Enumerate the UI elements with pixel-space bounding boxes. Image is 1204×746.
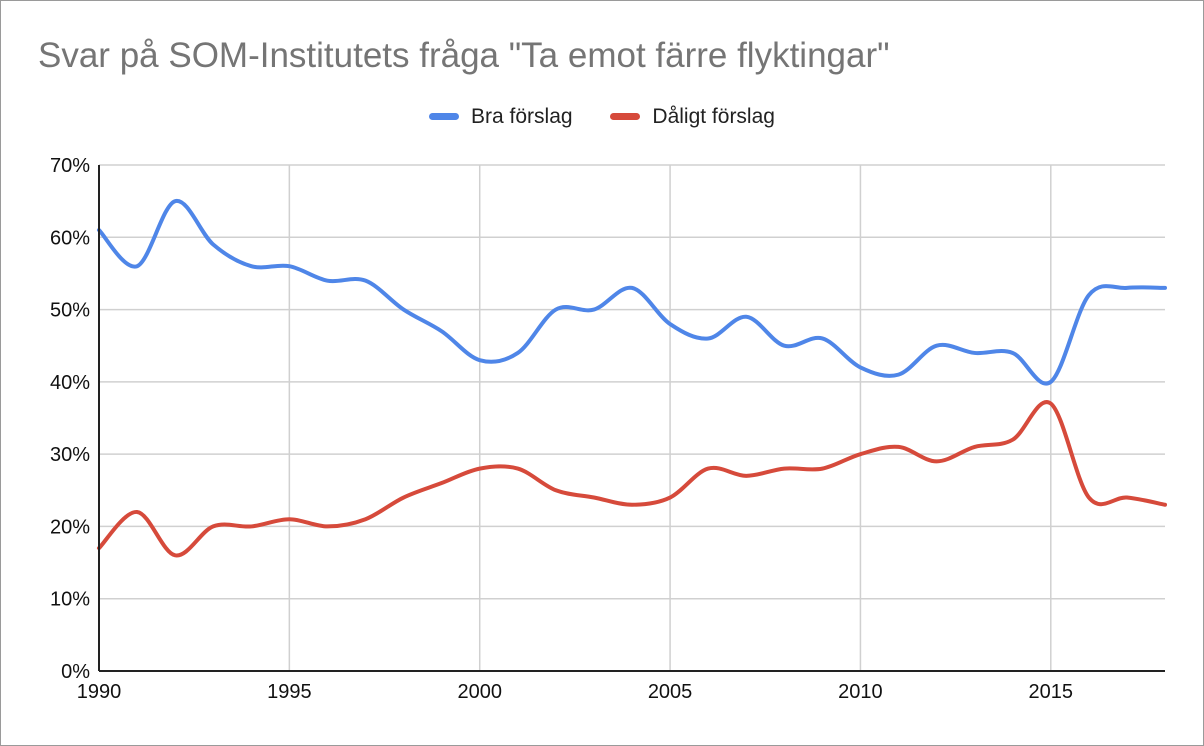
legend-item-daligt[interactable]: Dåligt förslag <box>610 105 775 129</box>
y-tick-label: 10% <box>50 589 90 611</box>
x-tick-label: 1990 <box>77 681 122 703</box>
legend-swatch-bra <box>429 113 460 120</box>
x-tick-label: 2015 <box>1029 681 1074 703</box>
x-tick-label: 1995 <box>267 681 312 703</box>
legend-label-bra: Bra förslag <box>471 104 573 128</box>
series-line-bra-forslag <box>97 199 1167 386</box>
x-tick-label: 2000 <box>457 681 502 703</box>
series-line-daligt-forslag <box>97 400 1167 558</box>
x-tick-label: 2005 <box>648 681 693 703</box>
y-tick-label: 20% <box>50 516 90 538</box>
y-tick-label: 60% <box>50 227 90 249</box>
y-tick-label: 0% <box>61 661 90 683</box>
y-tick-label: 30% <box>50 444 90 466</box>
x-tick-label: 2010 <box>838 681 883 703</box>
legend-item-bra[interactable]: Bra förslag <box>429 105 573 129</box>
y-tick-label: 40% <box>50 372 90 394</box>
chart-legend: Bra förslag Dåligt förslag <box>0 102 1204 129</box>
legend-label-daligt: Dåligt förslag <box>652 104 775 128</box>
legend-swatch-daligt <box>610 113 641 120</box>
y-tick-label: 50% <box>50 300 90 322</box>
chart-title: Svar på SOM-Institutets fråga "Ta emot f… <box>38 36 890 75</box>
y-tick-label: 70% <box>50 155 90 177</box>
